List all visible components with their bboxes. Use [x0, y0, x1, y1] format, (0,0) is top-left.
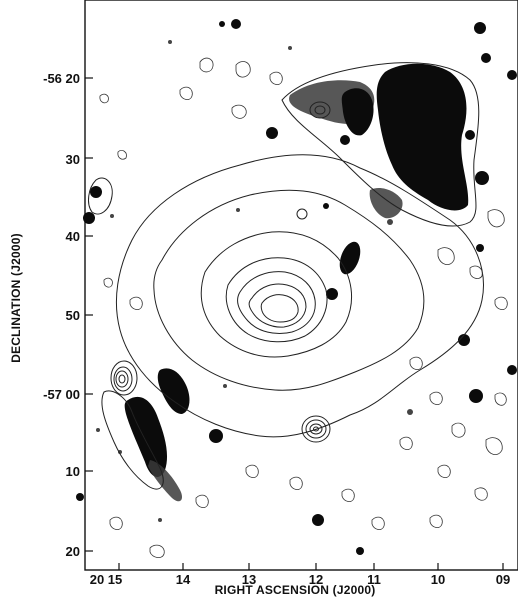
contour-level-2	[153, 189, 425, 391]
y-tick-label: 20	[66, 544, 80, 559]
y-tick-label: -57 00	[43, 387, 80, 402]
noise-contours	[99, 57, 508, 558]
x-tick-label: 13	[242, 572, 256, 587]
x-tick-label: 20 15	[90, 572, 123, 587]
contour-level-7	[260, 294, 299, 323]
y-tick-label: -56 20	[43, 71, 80, 86]
compact-source-bottom	[301, 415, 331, 443]
contour-level-6	[248, 283, 307, 328]
optical-sources	[76, 19, 517, 555]
y-tick-label: 40	[66, 229, 80, 244]
tick-marks	[85, 77, 504, 570]
contour-level-3	[200, 231, 352, 358]
x-tick-labels: 20 15 14 13 12 11 10 09	[90, 572, 511, 587]
x-tick-label: 09	[496, 572, 510, 587]
plot-frame	[84, 0, 518, 571]
x-tick-label: 11	[367, 572, 381, 587]
y-tick-label: 50	[66, 308, 80, 323]
x-tick-label: 10	[431, 572, 445, 587]
compact-source-left	[110, 360, 138, 396]
y-tick-label: 10	[66, 464, 80, 479]
contour-level-5	[237, 271, 316, 335]
y-tick-labels: -56 20 30 40 50 -57 00 10 20	[43, 71, 80, 559]
y-axis-title: DECLINATION (J2000)	[9, 233, 23, 363]
x-axis-title: RIGHT ASCENSION (J2000)	[215, 583, 376, 597]
y-tick-label: 30	[66, 152, 80, 167]
large-galaxy-blob	[376, 63, 469, 211]
x-tick-label: 14	[176, 572, 191, 587]
lower-left-galaxy-blob	[124, 396, 168, 477]
outer-contour	[115, 154, 484, 438]
radio-contours	[88, 57, 508, 558]
x-tick-label: 12	[309, 572, 323, 587]
contour-level-4	[225, 257, 328, 343]
